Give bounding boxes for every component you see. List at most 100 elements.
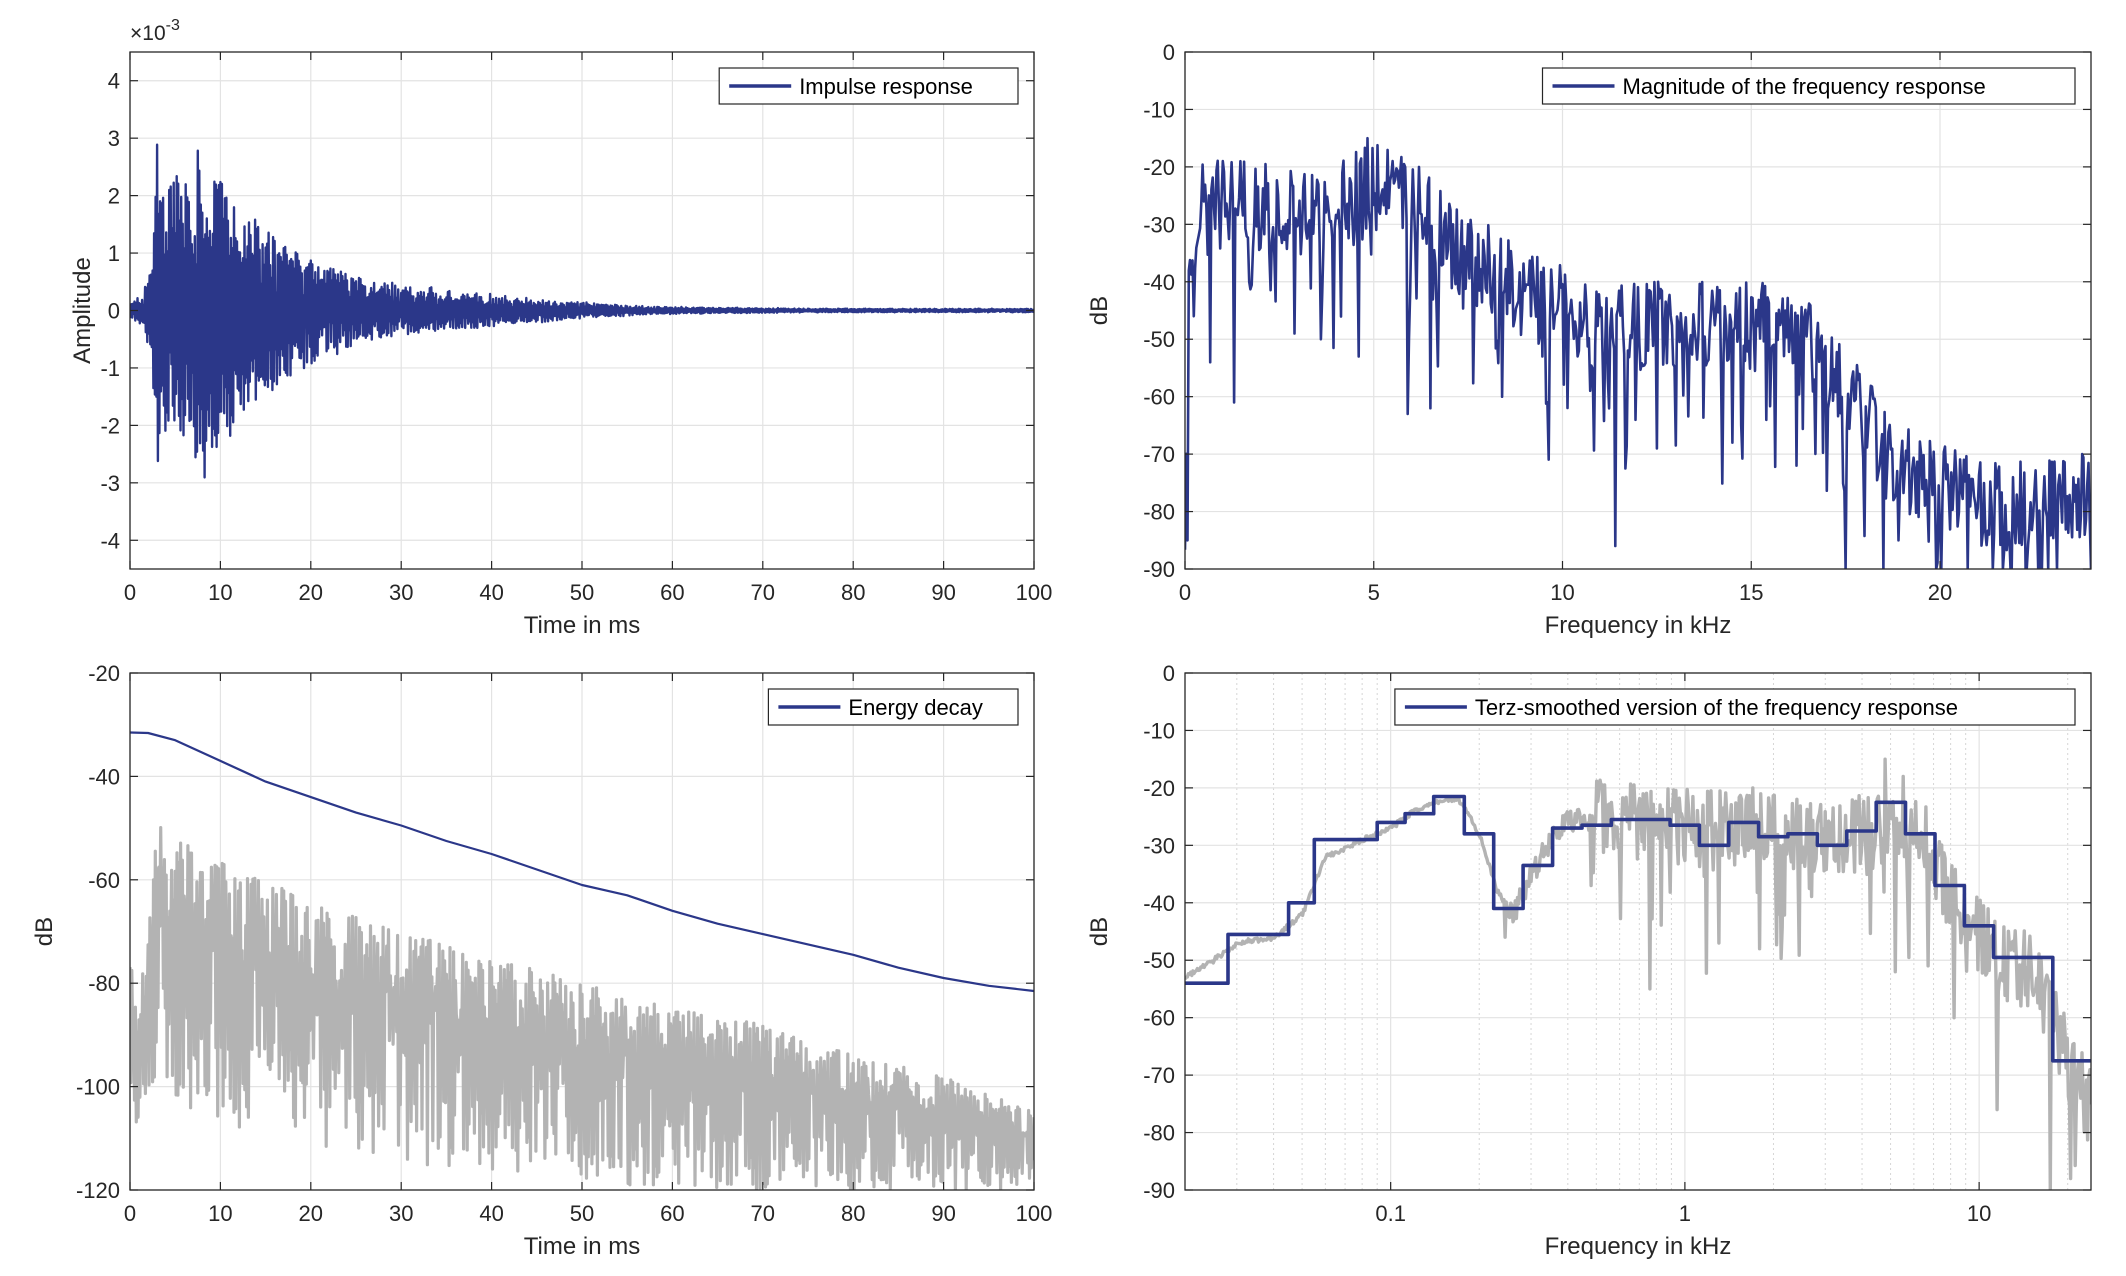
y-tick-label: 2 bbox=[108, 184, 120, 209]
y-tick-label: -80 bbox=[1143, 500, 1175, 525]
x-tick-label: 30 bbox=[389, 580, 413, 605]
panel-terz-smoothed: 0.1 1 10 0 -10 -20 -30 -40 -50 -60 -70 -80 -90 Freque… bbox=[1086, 661, 2092, 1260]
y-tick-label: -30 bbox=[1143, 833, 1175, 858]
axis-exponent-label: ×10-3 bbox=[130, 17, 180, 45]
legend: Magnitude of the frequency response bbox=[1541, 67, 2076, 105]
y-tick-label: -1 bbox=[100, 356, 120, 381]
series-line-background-0 bbox=[1185, 757, 2091, 1190]
x-tick-label: 80 bbox=[841, 580, 865, 605]
series-line-background-0 bbox=[130, 826, 1034, 1190]
y-tick-label: -20 bbox=[88, 661, 120, 686]
x-tick-label: 50 bbox=[570, 1201, 594, 1226]
series-group bbox=[1185, 136, 2091, 569]
axes-box bbox=[1184, 51, 2092, 570]
x-tick-label: 0 bbox=[1179, 580, 1191, 605]
y-tick-label: 0 bbox=[1163, 40, 1175, 65]
legend-entry: Impulse response bbox=[799, 74, 973, 99]
panel-energy-decay: 0 10 20 30 40 50 60 70 80 90 100 -20 -40 -60 -80 -100 -1… bbox=[31, 661, 1052, 1260]
x-tick-label: 80 bbox=[841, 1201, 865, 1226]
y-tick-label: -2 bbox=[100, 413, 120, 438]
y-tick-label: -4 bbox=[100, 528, 120, 553]
x-tick-label: 0 bbox=[124, 1201, 136, 1226]
x-tick-label: 15 bbox=[1739, 580, 1763, 605]
x-tick-label: 90 bbox=[931, 580, 955, 605]
y-tick-label: 0 bbox=[1163, 661, 1175, 686]
legend-entry: Terz-smoothed version of the frequency r… bbox=[1475, 695, 1958, 720]
y-tick-label: -120 bbox=[76, 1178, 120, 1203]
series-line-energy-decay bbox=[130, 731, 1034, 993]
y-tick-label: -3 bbox=[100, 471, 120, 496]
x-tick-label: 0.1 bbox=[1375, 1201, 1406, 1226]
tick-labels: 0.1 1 10 0 -10 -20 -30 -40 -50 -60 -70 -80 -90 bbox=[1143, 661, 2091, 1226]
x-tick-label: 100 bbox=[1016, 580, 1053, 605]
y-tick-label: 1 bbox=[108, 241, 120, 266]
y-tick-label: -20 bbox=[1143, 776, 1175, 801]
series-line-magnitude-of-the-frequency-response bbox=[1185, 136, 2091, 569]
x-axis-label: Frequency in kHz bbox=[1545, 1233, 1732, 1260]
x-tick-label: 90 bbox=[931, 1201, 955, 1226]
series-group bbox=[130, 143, 1034, 479]
x-tick-label: 1 bbox=[1679, 1201, 1691, 1226]
tick-labels: 0 10 20 30 40 50 60 70 80 90 100 -4 -3 -2 -1 0 1 2 3 4 bbox=[100, 52, 1052, 605]
x-tick-label: 40 bbox=[479, 580, 503, 605]
y-tick-label: -90 bbox=[1143, 1178, 1175, 1203]
panel-impulse-response: 0 10 20 30 40 50 60 70 80 90 100 -4 -3 -2 -1 0 1 2 3 4 Time … bbox=[69, 17, 1052, 639]
y-tick-label: -80 bbox=[88, 971, 120, 996]
series-group bbox=[1185, 757, 2091, 1190]
x-tick-label: 60 bbox=[660, 1201, 684, 1226]
y-tick-label: -10 bbox=[1143, 97, 1175, 122]
y-axis-label: Amplitude bbox=[69, 257, 96, 364]
x-axis-label: Time in ms bbox=[524, 612, 640, 639]
x-tick-label: 30 bbox=[389, 1201, 413, 1226]
y-axis-label: dB bbox=[31, 917, 58, 946]
x-tick-label: 60 bbox=[660, 580, 684, 605]
y-tick-label: 0 bbox=[108, 299, 120, 324]
x-tick-label: 20 bbox=[299, 1201, 323, 1226]
panel-magnitude-response: 0 5 10 15 20 0 -10 -20 -30 -40 -50 -60 -70 -80 -90 Freq… bbox=[1086, 40, 2092, 639]
y-axis-label: dB bbox=[1086, 296, 1113, 325]
x-tick-label: 20 bbox=[299, 580, 323, 605]
y-tick-label: -70 bbox=[1143, 442, 1175, 467]
x-tick-label: 50 bbox=[570, 580, 594, 605]
legend: Energy decay bbox=[767, 688, 1019, 726]
x-tick-label: 0 bbox=[124, 580, 136, 605]
y-tick-label: -60 bbox=[1143, 385, 1175, 410]
y-tick-label: 4 bbox=[108, 69, 120, 94]
y-axis-label: dB bbox=[1086, 917, 1113, 946]
legend: Impulse response bbox=[718, 67, 1019, 105]
x-tick-label: 10 bbox=[208, 580, 232, 605]
y-tick-label: -50 bbox=[1143, 948, 1175, 973]
series-line-terz-smoothed-version-of-the-frequency-response bbox=[1185, 794, 2091, 1063]
x-tick-label: 70 bbox=[751, 1201, 775, 1226]
x-tick-label: 10 bbox=[1550, 580, 1574, 605]
y-tick-label: -80 bbox=[1143, 1121, 1175, 1146]
plot-area bbox=[1185, 673, 2091, 1190]
y-tick-label: -100 bbox=[76, 1075, 120, 1100]
y-tick-label: -40 bbox=[1143, 270, 1175, 295]
series-group bbox=[130, 731, 1034, 1190]
y-tick-label: -50 bbox=[1143, 327, 1175, 352]
tick-labels: 0 5 10 15 20 0 -10 -20 -30 -40 -50 -60 -70 -80 -90 bbox=[1143, 40, 2091, 605]
tick-labels: 0 10 20 30 40 50 60 70 80 90 100 -20 -40 -60 -80 -100 -1… bbox=[76, 661, 1052, 1226]
y-tick-label: -60 bbox=[88, 868, 120, 893]
y-tick-label: -60 bbox=[1143, 1006, 1175, 1031]
axes-box bbox=[1184, 672, 2092, 1191]
x-tick-label: 20 bbox=[1928, 580, 1952, 605]
series-line-impulse-response bbox=[130, 143, 1034, 479]
y-tick-label: -40 bbox=[1143, 891, 1175, 916]
x-tick-label: 40 bbox=[479, 1201, 503, 1226]
x-tick-label: 10 bbox=[1967, 1201, 1991, 1226]
x-tick-label: 10 bbox=[208, 1201, 232, 1226]
legend-entry: Energy decay bbox=[848, 695, 983, 720]
legend-box bbox=[1394, 688, 2076, 726]
x-axis-label: Frequency in kHz bbox=[1545, 612, 1732, 639]
y-tick-label: -20 bbox=[1143, 155, 1175, 180]
y-tick-label: -40 bbox=[88, 764, 120, 789]
axis-exponent-power: -3 bbox=[166, 17, 180, 34]
y-tick-label: -30 bbox=[1143, 212, 1175, 237]
x-tick-label: 100 bbox=[1016, 1201, 1053, 1226]
y-tick-label: -10 bbox=[1143, 718, 1175, 743]
x-axis-label: Time in ms bbox=[524, 1233, 640, 1260]
legend-entry: Magnitude of the frequency response bbox=[1623, 74, 1986, 99]
